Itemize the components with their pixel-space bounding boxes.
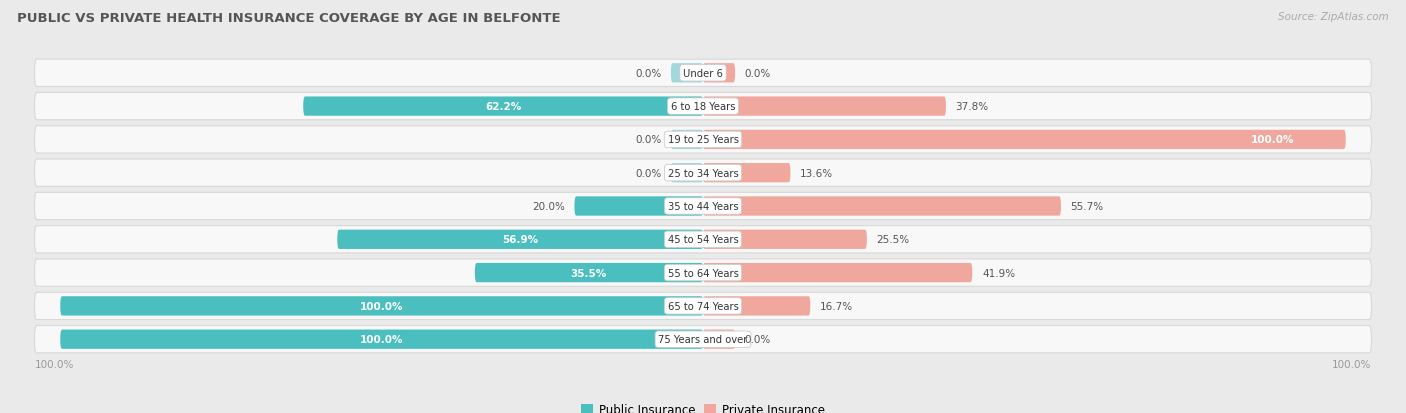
Text: 0.0%: 0.0% xyxy=(636,168,661,178)
Text: 100.0%: 100.0% xyxy=(1251,135,1295,145)
FancyBboxPatch shape xyxy=(703,64,735,83)
Text: 65 to 74 Years: 65 to 74 Years xyxy=(668,301,738,311)
FancyBboxPatch shape xyxy=(575,197,703,216)
Text: 100.0%: 100.0% xyxy=(1331,359,1371,369)
Text: 75 Years and over: 75 Years and over xyxy=(658,335,748,344)
Text: 0.0%: 0.0% xyxy=(745,69,770,78)
FancyBboxPatch shape xyxy=(35,60,1371,87)
Text: 0.0%: 0.0% xyxy=(636,135,661,145)
Text: 41.9%: 41.9% xyxy=(981,268,1015,278)
Text: 55.7%: 55.7% xyxy=(1070,202,1104,211)
FancyBboxPatch shape xyxy=(304,97,703,116)
Text: 55 to 64 Years: 55 to 64 Years xyxy=(668,268,738,278)
FancyBboxPatch shape xyxy=(671,164,703,183)
Text: 100.0%: 100.0% xyxy=(360,335,404,344)
FancyBboxPatch shape xyxy=(60,330,703,349)
Text: 6 to 18 Years: 6 to 18 Years xyxy=(671,102,735,112)
FancyBboxPatch shape xyxy=(703,297,810,316)
Text: 62.2%: 62.2% xyxy=(485,102,522,112)
FancyBboxPatch shape xyxy=(475,263,703,282)
FancyBboxPatch shape xyxy=(703,197,1062,216)
FancyBboxPatch shape xyxy=(35,226,1371,253)
FancyBboxPatch shape xyxy=(35,326,1371,353)
Text: 45 to 54 Years: 45 to 54 Years xyxy=(668,235,738,245)
Text: 0.0%: 0.0% xyxy=(636,69,661,78)
FancyBboxPatch shape xyxy=(703,131,1346,150)
FancyBboxPatch shape xyxy=(35,126,1371,154)
FancyBboxPatch shape xyxy=(703,330,735,349)
FancyBboxPatch shape xyxy=(703,230,868,249)
Text: 25.5%: 25.5% xyxy=(876,235,910,245)
Text: 35.5%: 35.5% xyxy=(571,268,607,278)
FancyBboxPatch shape xyxy=(35,93,1371,121)
Legend: Public Insurance, Private Insurance: Public Insurance, Private Insurance xyxy=(576,398,830,413)
FancyBboxPatch shape xyxy=(35,292,1371,320)
FancyBboxPatch shape xyxy=(35,193,1371,220)
FancyBboxPatch shape xyxy=(703,97,946,116)
Text: 16.7%: 16.7% xyxy=(820,301,853,311)
Text: 35 to 44 Years: 35 to 44 Years xyxy=(668,202,738,211)
FancyBboxPatch shape xyxy=(671,131,703,150)
Text: 13.6%: 13.6% xyxy=(800,168,834,178)
Text: 25 to 34 Years: 25 to 34 Years xyxy=(668,168,738,178)
Text: 100.0%: 100.0% xyxy=(35,359,75,369)
Text: 37.8%: 37.8% xyxy=(956,102,988,112)
Text: 100.0%: 100.0% xyxy=(360,301,404,311)
FancyBboxPatch shape xyxy=(703,164,790,183)
FancyBboxPatch shape xyxy=(703,263,973,282)
FancyBboxPatch shape xyxy=(35,259,1371,287)
FancyBboxPatch shape xyxy=(60,297,703,316)
Text: 56.9%: 56.9% xyxy=(502,235,538,245)
Text: 19 to 25 Years: 19 to 25 Years xyxy=(668,135,738,145)
FancyBboxPatch shape xyxy=(671,64,703,83)
FancyBboxPatch shape xyxy=(337,230,703,249)
FancyBboxPatch shape xyxy=(35,160,1371,187)
Text: 0.0%: 0.0% xyxy=(745,335,770,344)
Text: Source: ZipAtlas.com: Source: ZipAtlas.com xyxy=(1278,12,1389,22)
Text: 20.0%: 20.0% xyxy=(531,202,565,211)
Text: Under 6: Under 6 xyxy=(683,69,723,78)
Text: PUBLIC VS PRIVATE HEALTH INSURANCE COVERAGE BY AGE IN BELFONTE: PUBLIC VS PRIVATE HEALTH INSURANCE COVER… xyxy=(17,12,561,25)
